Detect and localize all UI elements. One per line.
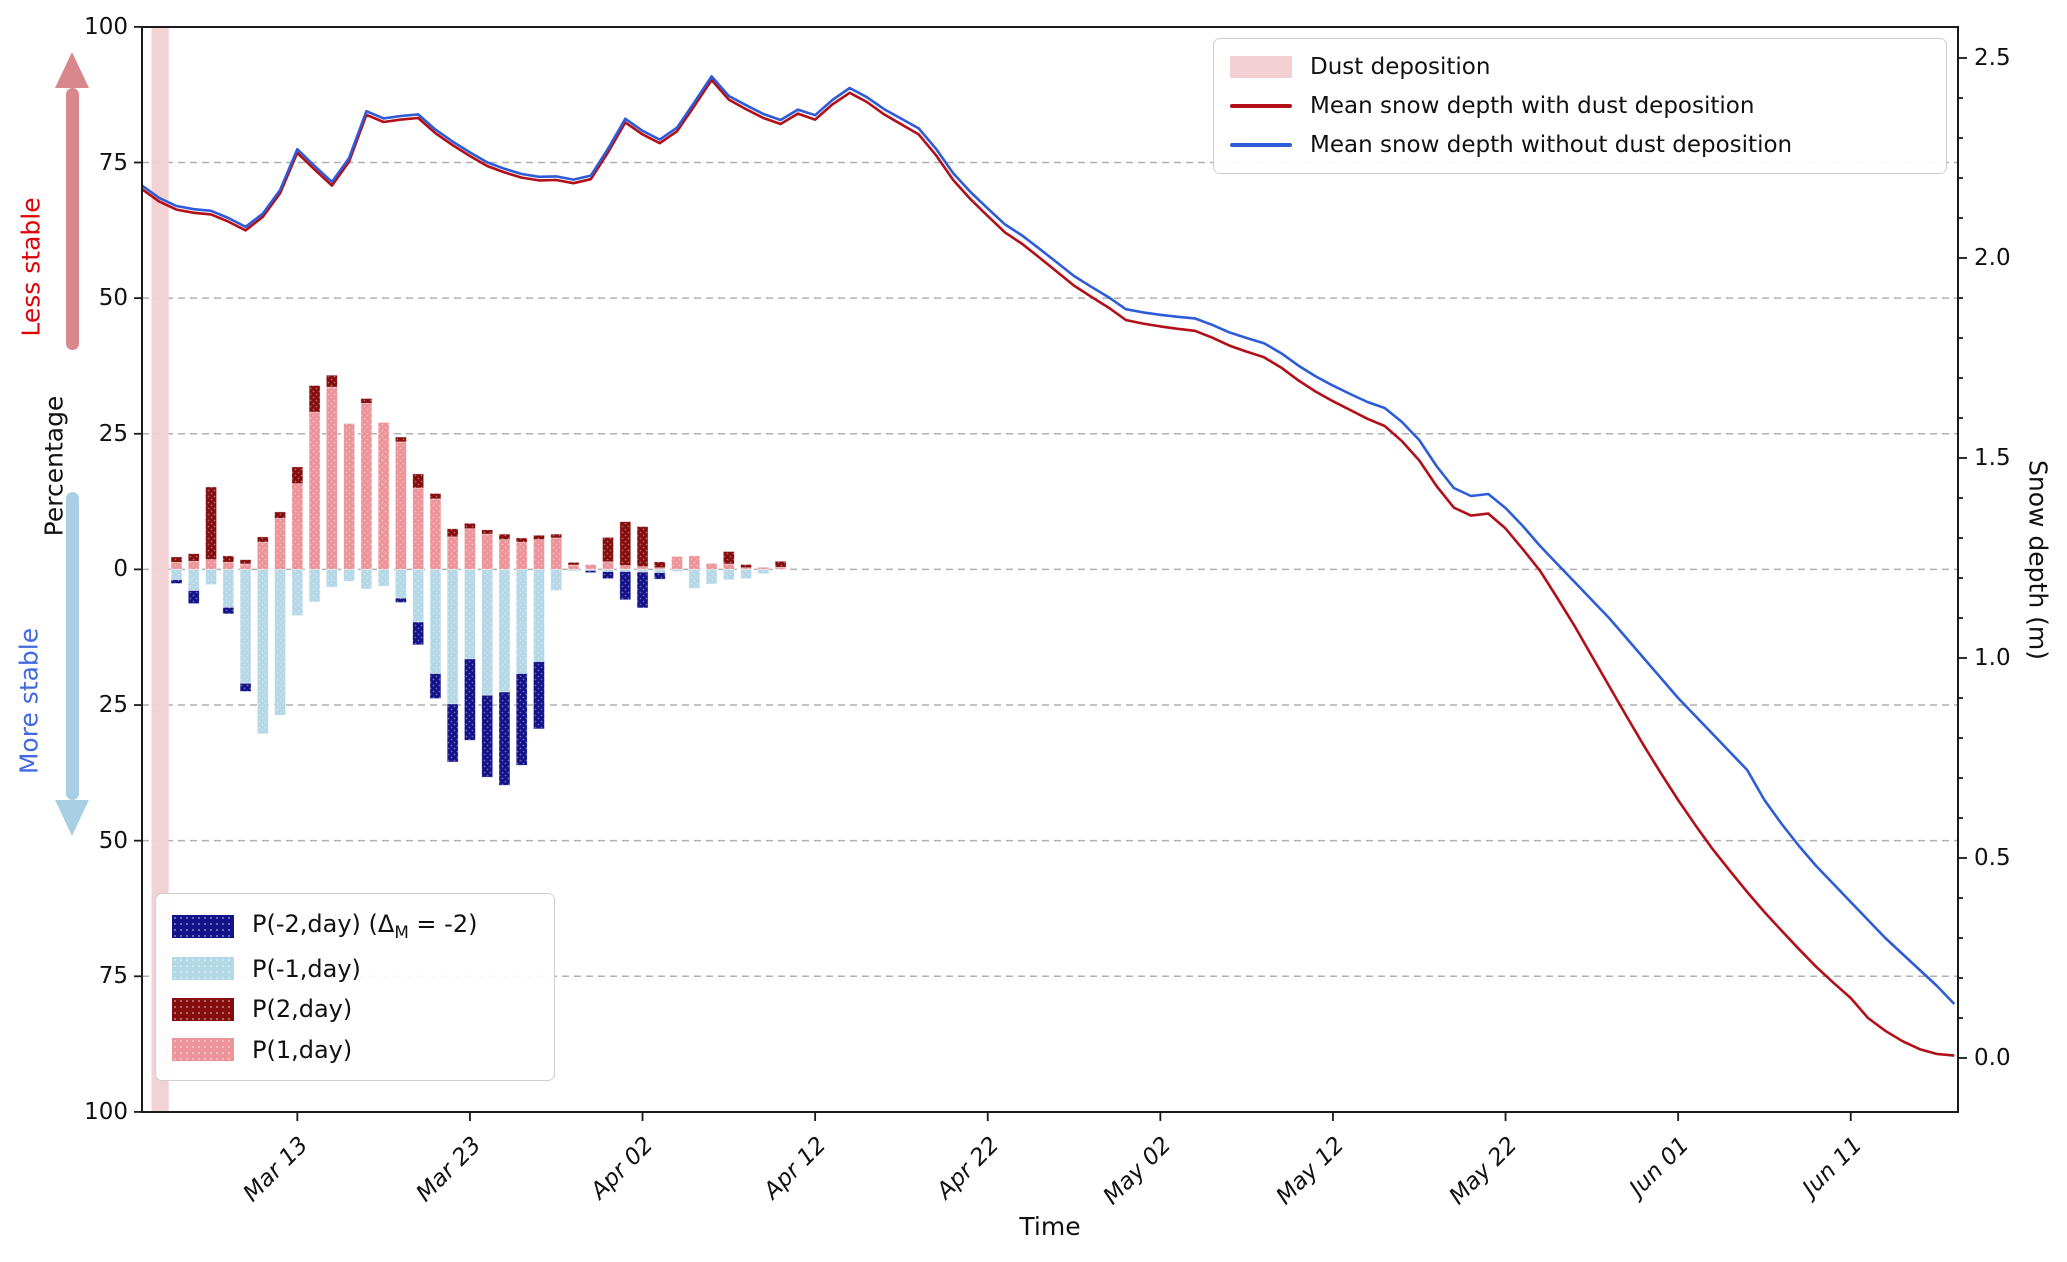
more-stable-arrow-icon (55, 492, 89, 836)
less-stable-arrow-icon (55, 52, 89, 350)
line-with-dust-deposition (141, 78, 1955, 1057)
legend-item-label: Mean snow depth without dust deposition (1310, 132, 1793, 159)
right-tick-0-5: 0.5 (1974, 845, 2011, 871)
legend-item-dust-deposition: Dust deposition (1230, 54, 1930, 80)
left-tick-100-bot: 100 (84, 1099, 128, 1125)
legend-probabilities: P(-2,day) (ΔM = -2) P(-1,day) P(2,day) P… (155, 893, 555, 1081)
legend-item-label: P(2,day) (252, 995, 353, 1024)
right-tick-2-0: 2.0 (1974, 245, 2011, 271)
dust-deposition-swatch-icon (1230, 55, 1292, 78)
legend-item-label: Dust deposition (1310, 53, 1491, 80)
x-axis-title: Time (1019, 1212, 1081, 1241)
dust-deposition-band (151, 27, 169, 1112)
legend-item-p-plus-2: P(2,day) (172, 995, 538, 1023)
legend-item-label: Mean snow depth with dust deposition (1310, 92, 1755, 119)
right-tick-1-5: 1.5 (1974, 445, 2011, 471)
right-tick-1-0: 1.0 (1974, 645, 2011, 671)
legend-item-p-plus-1: P(1,day) (172, 1036, 538, 1064)
left-tick-75-top: 75 (98, 150, 128, 176)
tick-marks (134, 25, 1967, 1121)
pink-bar-swatch-icon (172, 1038, 234, 1062)
navy-bar-swatch-icon (172, 914, 234, 938)
darkred-bar-swatch-icon (172, 997, 234, 1021)
right-tick-2-5: 2.5 (1974, 45, 2011, 71)
legend-item-p-minus-1: P(-1,day) (172, 955, 538, 983)
legend-item-label: P(-1,day) (252, 954, 361, 983)
red-line-swatch-icon (1230, 103, 1292, 108)
less-stable-label: Less stable (16, 197, 46, 337)
left-tick-100-top: 100 (84, 14, 128, 40)
left-tick-50-top: 50 (98, 285, 128, 311)
probability-bars (170, 374, 787, 786)
blue-line-swatch-icon (1230, 143, 1292, 148)
right-tick-0-0: 0.0 (1974, 1045, 2011, 1071)
more-stable-label: More stable (14, 627, 44, 775)
right-axis-title: Snow depth (m) (2023, 460, 2053, 660)
legend-item-without-dust: Mean snow depth without dust deposition (1230, 132, 1930, 158)
line-without-dust-deposition (141, 75, 1956, 1005)
legend-item-with-dust: Mean snow depth with dust deposition (1230, 93, 1930, 119)
legend-item-label: P(1,day) (252, 1035, 353, 1064)
lightblue-bar-swatch-icon (172, 957, 234, 981)
legend-item-label: P(-2,day) (ΔM = -2) (252, 910, 478, 943)
left-tick-50-bot: 50 (98, 828, 128, 854)
legend-item-p-minus-2: P(-2,day) (ΔM = -2) (172, 910, 538, 942)
left-tick-25-bot: 25 (98, 692, 128, 718)
left-tick-0: 0 (113, 556, 128, 582)
legend-snow-depth: Dust deposition Mean snow depth with dus… (1213, 38, 1947, 174)
left-tick-75-bot: 75 (98, 963, 128, 989)
left-tick-25-top: 25 (98, 421, 128, 447)
